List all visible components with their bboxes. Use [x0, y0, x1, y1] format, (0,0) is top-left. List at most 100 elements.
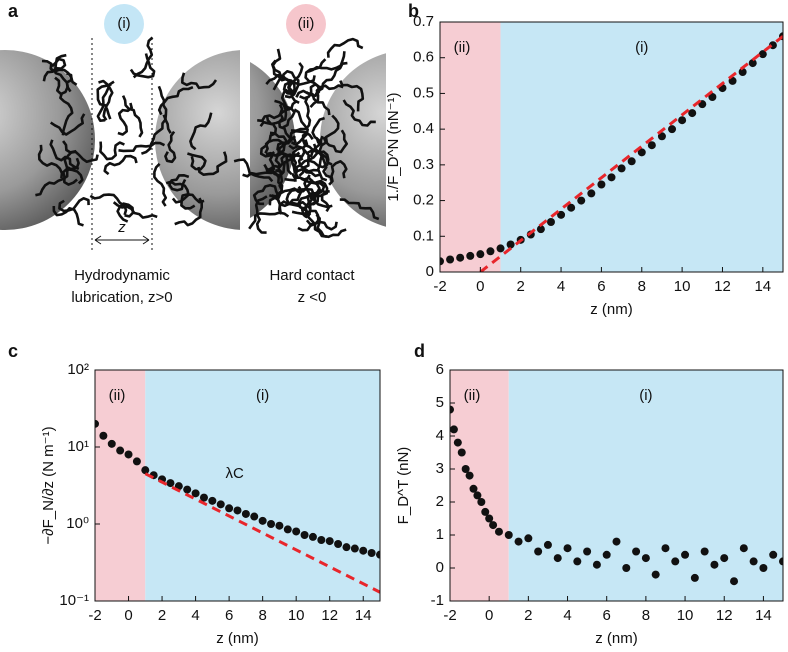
y-tick-label: 0.1: [413, 227, 434, 244]
point: [641, 554, 650, 563]
point: [690, 573, 699, 582]
point: [671, 557, 680, 566]
plot-frame: [449, 369, 784, 602]
x-axis-label: z (nm): [595, 630, 638, 647]
point: [534, 547, 543, 556]
region-label: (i): [635, 39, 648, 56]
point: [233, 506, 242, 515]
point: [678, 116, 687, 125]
y-axis-label: −∂F_N/∂z (N m⁻¹): [40, 426, 57, 544]
y-tick-label: 1: [436, 526, 444, 543]
point: [334, 539, 343, 548]
polymer: [299, 83, 321, 100]
chart: c (ii) (i) -2 0 2 4 6 8 10 12 14 10⁻¹ 10⁰ 10¹ 10² z (nm)…: [8, 341, 381, 647]
polymer: [290, 108, 309, 147]
region-label: (ii): [454, 39, 471, 56]
point: [524, 534, 533, 543]
polymer: [339, 198, 380, 221]
point: [543, 540, 552, 549]
y-axis-label: 1./F_D^N (nN⁻¹): [385, 92, 402, 201]
polymer: [233, 158, 274, 183]
x-tick-label: 0: [124, 607, 132, 624]
point: [208, 496, 217, 505]
point: [647, 141, 656, 150]
y-tick-label: 0.4: [413, 120, 434, 137]
region: [95, 370, 146, 601]
point: [700, 547, 709, 556]
y-tick-label: 0.7: [413, 13, 434, 30]
point: [275, 521, 284, 530]
point: [504, 531, 513, 539]
point: [450, 425, 458, 434]
polymer: [306, 197, 327, 238]
x-tick-label: 4: [557, 278, 565, 295]
point: [749, 557, 758, 566]
x-tick-label: 6: [225, 607, 233, 624]
x-tick-label: 10: [677, 607, 694, 624]
polymer: [99, 141, 125, 161]
x-tick-label: 4: [191, 607, 199, 624]
region: [508, 370, 783, 601]
point: [469, 484, 478, 493]
point: [506, 240, 515, 249]
polymer: [287, 62, 304, 104]
y-tick-label: 0: [436, 559, 444, 576]
point: [132, 457, 141, 466]
polymer: [62, 140, 99, 164]
point: [300, 530, 309, 539]
point: [141, 466, 150, 475]
point: [708, 93, 717, 101]
point: [617, 164, 626, 173]
polymer: [157, 85, 194, 116]
point: [536, 225, 545, 234]
point: [587, 189, 596, 198]
polymer: [165, 180, 190, 204]
polymer: [290, 96, 312, 132]
point: [627, 157, 636, 166]
x-tick-label: -2: [443, 607, 456, 624]
polymer: [328, 160, 348, 186]
point: [668, 125, 677, 134]
plot-frame: [94, 369, 381, 602]
point: [191, 489, 200, 498]
point: [779, 557, 783, 566]
point: [758, 50, 767, 59]
x-tick-label: 14: [755, 607, 772, 624]
region-label: (ii): [109, 387, 126, 404]
point: [317, 535, 326, 544]
sphere: [0, 50, 95, 230]
point: [546, 218, 555, 226]
polymer: [63, 149, 84, 185]
region-label: (i): [639, 387, 652, 404]
point: [267, 520, 276, 528]
point: [486, 247, 495, 256]
polymer: [315, 114, 340, 147]
point: [583, 547, 592, 556]
region-label: (ii): [464, 387, 481, 404]
polymer: [187, 152, 207, 171]
x-tick-label: 14: [355, 607, 372, 624]
polymer: [180, 193, 205, 210]
point: [494, 527, 503, 536]
point: [476, 250, 485, 259]
polymer: [153, 162, 168, 207]
point: [446, 255, 455, 264]
point: [769, 550, 778, 559]
chart: b(ii) (i)-2 0 2 4 6 8 10 12 1400.10.20.30.40.50.6…: [385, 1, 784, 318]
point: [481, 507, 490, 516]
polymer: [49, 113, 86, 136]
gap-label: z: [117, 219, 126, 236]
caption: lubrication, z>0: [71, 289, 172, 306]
point: [250, 512, 259, 521]
plot-frame: [439, 21, 784, 273]
point: [308, 532, 317, 541]
panel-letter: a: [8, 1, 19, 21]
polymer: [140, 114, 167, 155]
polymer: [189, 112, 213, 151]
polymer: [310, 179, 331, 213]
polymer: [168, 174, 190, 192]
polymer: [303, 174, 333, 209]
polymers: [35, 36, 380, 239]
badge: [286, 4, 326, 44]
point: [99, 431, 108, 440]
